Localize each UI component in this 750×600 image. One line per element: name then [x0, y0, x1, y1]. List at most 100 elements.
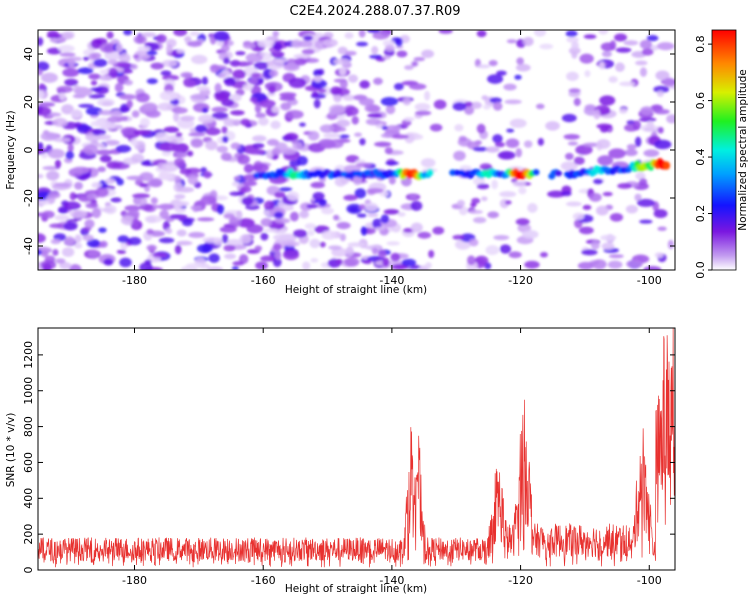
- noise-blob: [282, 249, 300, 261]
- noise-blob: [85, 202, 99, 209]
- noise-blob: [40, 250, 49, 258]
- noise-blob: [566, 71, 579, 82]
- noise-blob: [274, 191, 286, 199]
- noise-blob: [114, 82, 124, 93]
- noise-blob: [499, 244, 512, 254]
- noise-blob: [38, 68, 43, 76]
- noise-blob: [639, 219, 653, 224]
- noise-blob: [539, 251, 548, 258]
- noise-blob: [454, 124, 464, 132]
- noise-blob: [220, 152, 232, 161]
- noise-blob: [503, 83, 517, 91]
- noise-blob: [608, 148, 626, 159]
- noise-blob: [639, 178, 648, 186]
- noise-blob: [421, 49, 435, 59]
- noise-blob: [130, 138, 139, 146]
- noise-blob: [608, 76, 618, 83]
- noise-blob: [386, 241, 400, 246]
- noise-blob: [188, 231, 205, 239]
- noise-blob: [600, 234, 617, 241]
- noise-blob: [263, 228, 279, 233]
- noise-blob: [456, 199, 465, 207]
- snr-x-axis: -180 -160 -140 -120 -100: [122, 328, 662, 587]
- noise-blob: [38, 102, 56, 108]
- snr-x-label: Height of straight line (km): [285, 583, 427, 595]
- noise-blob: [157, 102, 174, 111]
- noise-blob: [235, 51, 246, 56]
- noise-blob: [69, 192, 77, 201]
- noise-blob: [317, 88, 327, 93]
- noise-blob: [120, 126, 138, 136]
- noise-blob: [654, 139, 672, 150]
- noise-blob: [497, 150, 516, 160]
- noise-blob: [402, 97, 412, 106]
- noise-blob: [385, 125, 401, 134]
- snr-x-tick-label: -120: [508, 574, 533, 587]
- noise-blob: [74, 234, 82, 243]
- noise-blob: [146, 78, 158, 85]
- noise-blob: [57, 206, 69, 214]
- noise-blob: [573, 156, 585, 165]
- spectrogram-y-tick-label: -20: [22, 189, 35, 207]
- noise-blob: [226, 238, 244, 246]
- snr-y-axis: 0 200 400 600 800 1000 1200: [22, 341, 675, 574]
- noise-blob: [319, 124, 335, 133]
- noise-blob: [288, 77, 307, 89]
- noise-blob: [626, 259, 643, 269]
- noise-blob: [321, 207, 334, 215]
- noise-blob: [183, 79, 197, 88]
- noise-blob: [124, 79, 133, 86]
- noise-blob: [241, 196, 254, 206]
- noise-blob: [285, 109, 304, 119]
- signal-blob: [663, 161, 671, 170]
- noise-blob: [278, 187, 293, 192]
- noise-blob: [636, 198, 655, 207]
- noise-blob: [312, 192, 325, 201]
- noise-blob: [522, 36, 534, 47]
- noise-blob: [231, 181, 240, 187]
- noise-blob: [634, 193, 642, 202]
- noise-blob: [626, 143, 637, 150]
- noise-blob: [245, 52, 263, 63]
- noise-blob: [329, 86, 343, 96]
- noise-blob: [97, 143, 106, 149]
- noise-blob: [104, 139, 120, 146]
- noise-blob: [230, 142, 241, 150]
- noise-blob: [146, 50, 158, 56]
- noise-blob: [299, 210, 309, 219]
- noise-blob: [646, 35, 659, 42]
- noise-blob: [348, 74, 358, 83]
- noise-blob: [251, 72, 261, 78]
- noise-blob: [575, 144, 593, 155]
- noise-blob: [247, 148, 265, 155]
- noise-blob: [46, 170, 60, 181]
- spectrogram-y-label: Frequency (Hz): [5, 110, 17, 189]
- noise-blob: [110, 197, 122, 203]
- noise-blob: [242, 83, 254, 91]
- snr-background: [38, 328, 675, 570]
- noise-blob: [213, 31, 230, 42]
- snr-x-tick-label: -160: [251, 574, 276, 587]
- noise-blob: [335, 258, 343, 265]
- noise-blob: [383, 209, 400, 215]
- noise-blob: [608, 254, 624, 259]
- noise-blob: [598, 30, 609, 35]
- noise-blob: [452, 234, 465, 240]
- noise-blob: [229, 191, 245, 196]
- colorbar-tick-label: 0.2: [694, 205, 707, 223]
- noise-blob: [382, 257, 390, 267]
- noise-blob: [639, 39, 652, 50]
- noise-blob: [515, 218, 530, 226]
- noise-blob: [133, 129, 151, 136]
- noise-blob: [602, 191, 613, 197]
- noise-blob: [215, 92, 229, 102]
- noise-blob: [141, 102, 158, 113]
- noise-blob: [76, 125, 93, 131]
- noise-blob: [297, 155, 308, 166]
- noise-blob: [309, 238, 321, 249]
- noise-blob: [347, 242, 366, 248]
- noise-blob: [523, 140, 533, 148]
- noise-blob: [479, 163, 492, 170]
- noise-blob: [137, 45, 151, 52]
